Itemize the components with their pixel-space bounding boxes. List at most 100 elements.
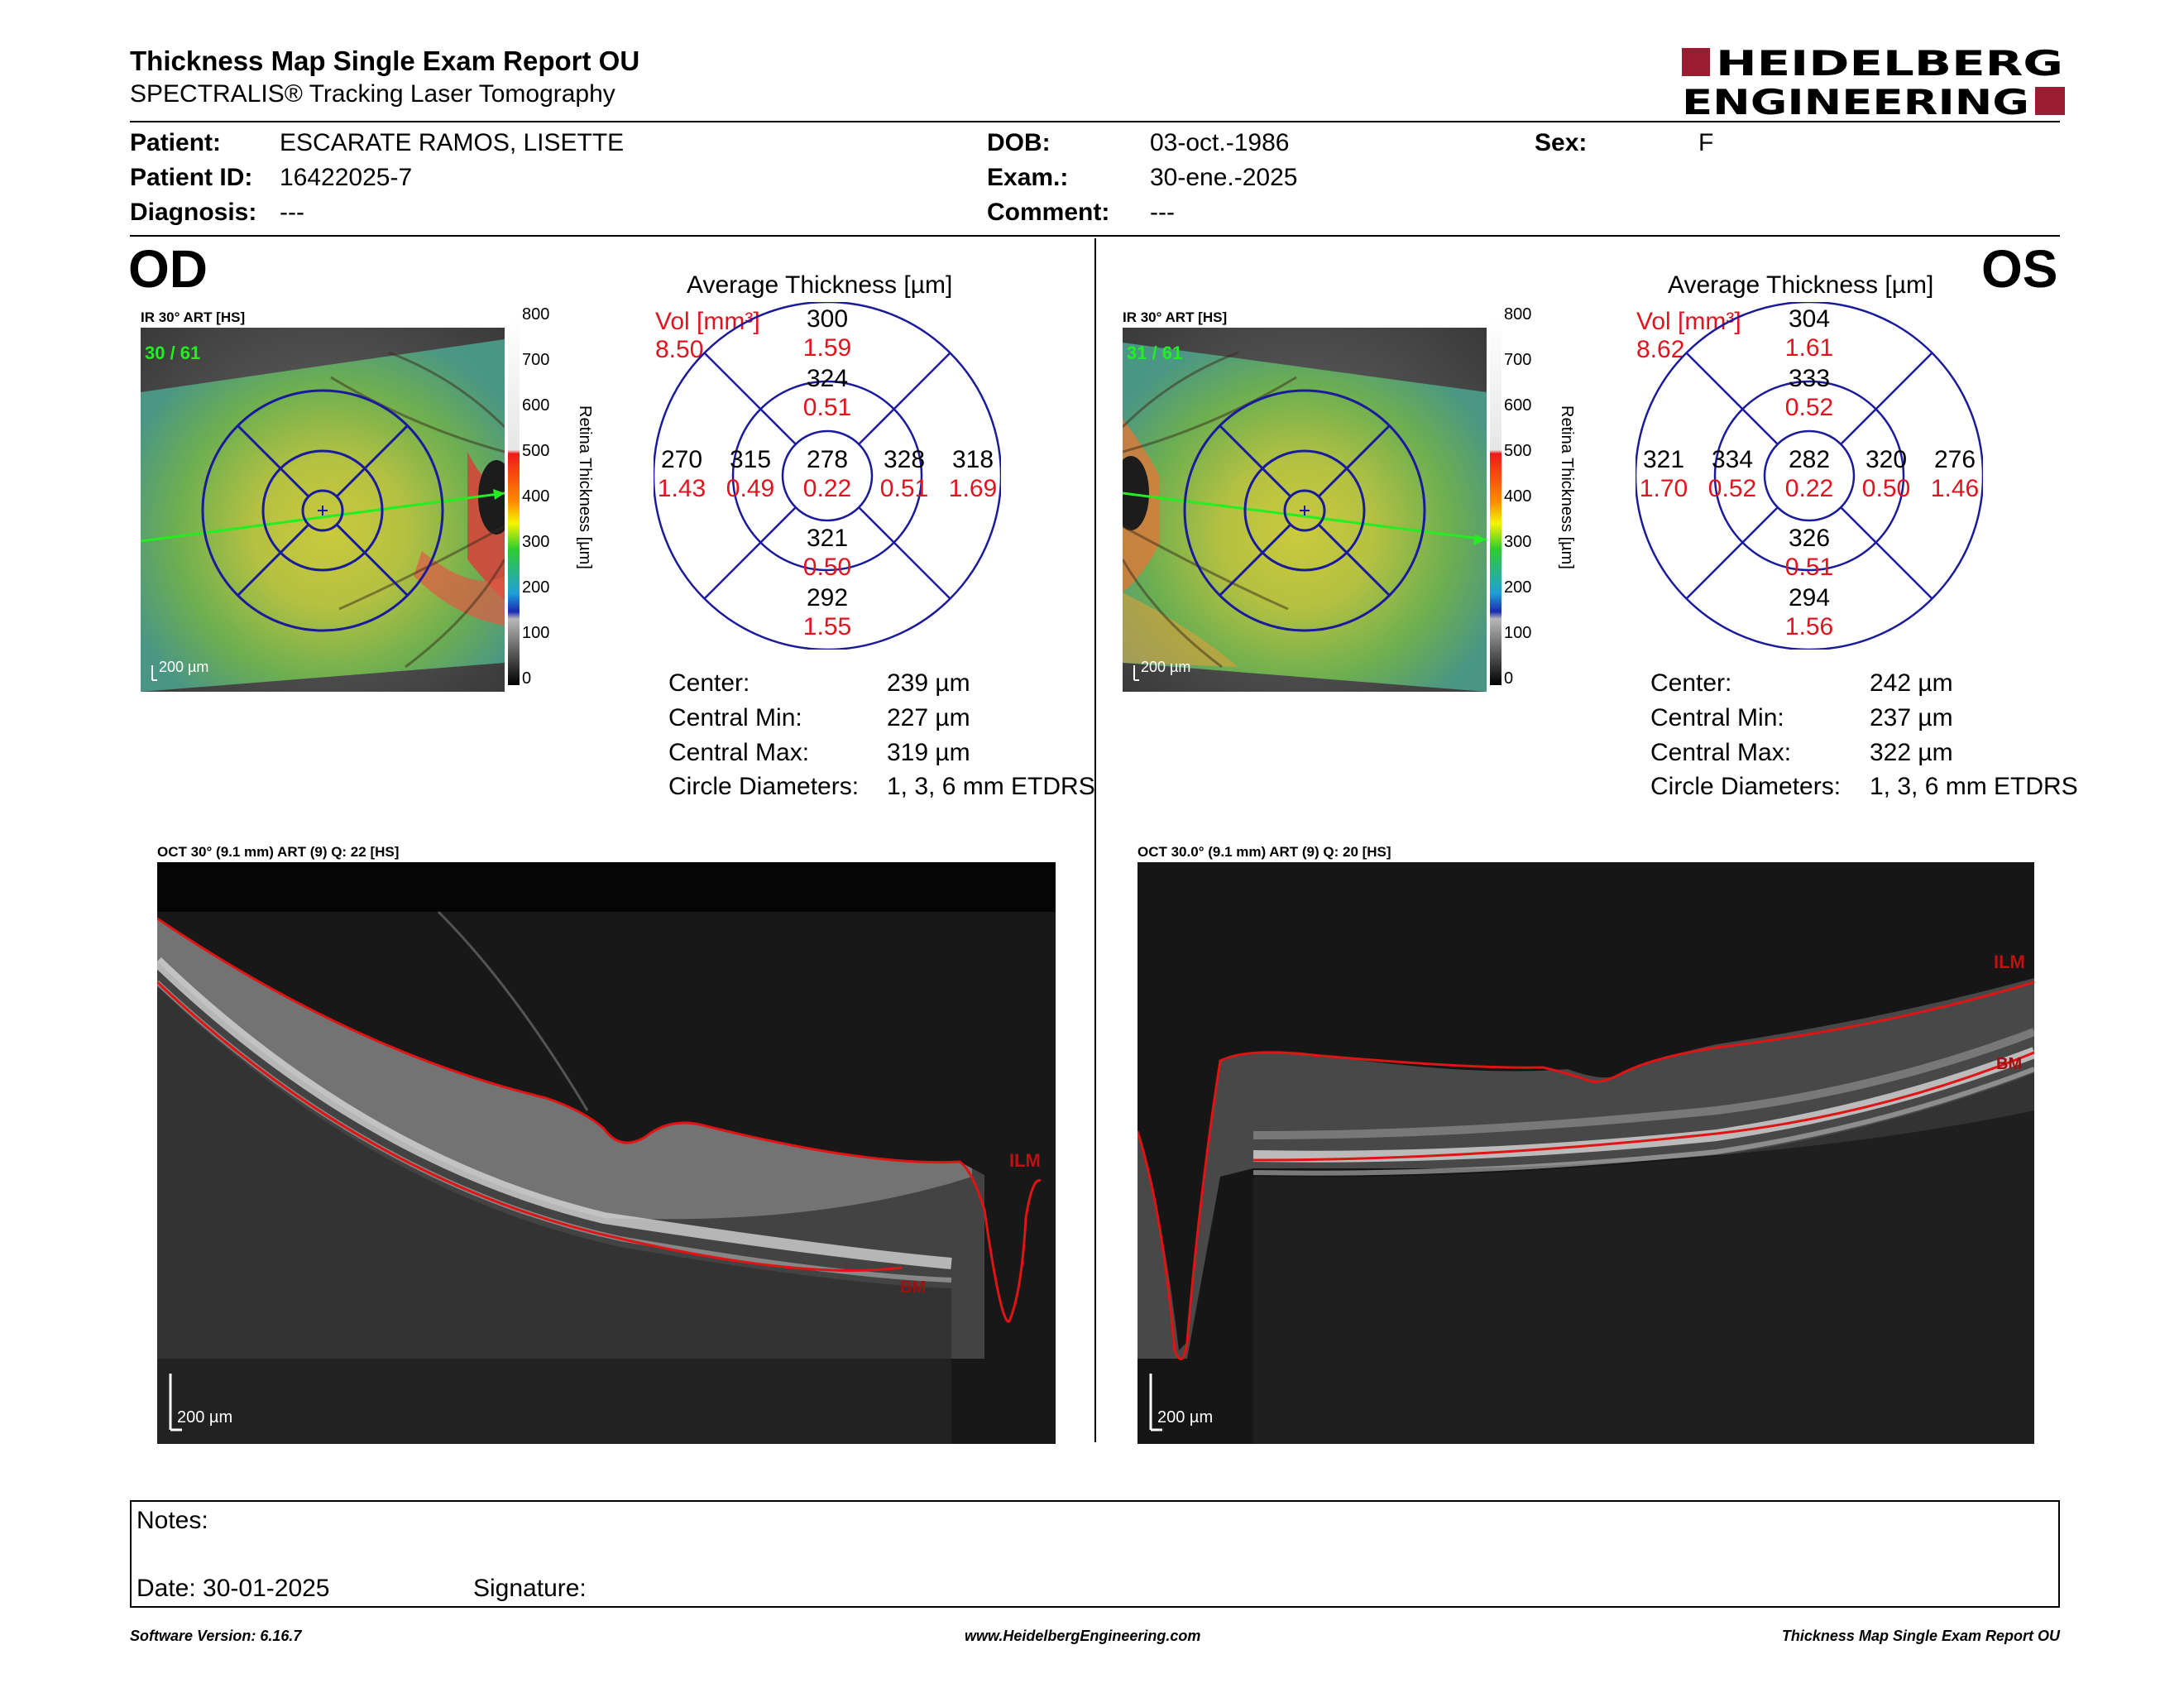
od-center-thickness: 278 [807, 446, 848, 473]
od-ilm-label: ILM [1009, 1150, 1041, 1171]
od-outer-superior-thickness: 300 [807, 305, 848, 333]
sex-label: Sex: [1535, 129, 1588, 156]
dob-value: 03-oct.-1986 [1150, 129, 1290, 156]
od-outer-left-volume: 1.43 [658, 475, 706, 502]
od-inner-superior-thickness: 324 [807, 365, 848, 392]
od-legend-tick-200: 200 [522, 578, 550, 597]
od-center-value: 239 µm [887, 669, 970, 697]
sex-value: F [1698, 129, 1714, 156]
os-legend-tick-700: 700 [1504, 351, 1532, 369]
comment-value: --- [1150, 199, 1175, 226]
os-ilm-label: ILM [1994, 952, 2025, 972]
od-circle-diam-label: Circle Diameters: [668, 773, 860, 800]
os-legend-title: Retina Thickness [µm] [1558, 405, 1576, 569]
eye-divider [1094, 238, 1096, 1442]
os-center-thickness: 282 [1789, 446, 1830, 473]
os-legend-tick-400: 400 [1504, 487, 1532, 506]
logo-line2: ENGINEERING [1682, 82, 2029, 120]
report-subtitle: SPECTRALIS® Tracking Laser Tomography [130, 80, 615, 108]
od-legend-ticks: 800 700 600 500 400 300 200 100 0 [522, 305, 563, 715]
exam-value: 30-ene.-2025 [1150, 164, 1298, 191]
header-divider [130, 121, 2060, 122]
od-vol-value: 8.50 [655, 336, 704, 363]
od-bm-label: BM [900, 1278, 926, 1297]
os-center-label: Center: [1650, 669, 1732, 697]
od-legend-tick-500: 500 [522, 442, 550, 460]
od-legend-tick-400: 400 [522, 487, 550, 506]
logo-line1: HEIDELBERG [1716, 46, 2063, 84]
os-oct-bscan: ILM BM 200 µm [1136, 862, 2037, 1444]
od-inner-left-thickness: 315 [730, 446, 771, 473]
od-outer-right-thickness: 318 [952, 446, 994, 473]
od-legend-tick-600: 600 [522, 396, 550, 415]
os-inner-right-volume: 0.50 [1862, 475, 1910, 502]
footer-report-name: Thickness Map Single Exam Report OU [1781, 1628, 2060, 1644]
od-outer-left-thickness: 270 [661, 446, 702, 473]
os-outer-right-volume: 1.46 [1931, 475, 1979, 502]
os-inner-inferior-volume: 0.51 [1785, 554, 1833, 581]
od-center-label: Center: [668, 669, 750, 697]
website-link[interactable]: www.HeidelbergEngineering.com [965, 1628, 1201, 1644]
od-vol-label: Vol [mm³] [655, 308, 760, 335]
os-center-volume: 0.22 [1785, 475, 1833, 502]
os-inner-left-volume: 0.52 [1708, 475, 1756, 502]
comment-label: Comment: [987, 199, 1110, 226]
os-central-max-value: 322 µm [1870, 739, 1953, 766]
os-inner-left-thickness: 334 [1712, 446, 1753, 473]
od-scale-bar: 200 µm [159, 659, 208, 675]
od-outer-superior-volume: 1.59 [803, 334, 851, 362]
heidelberg-logo: HEIDELBERG ENGINEERING [1679, 43, 2068, 122]
os-outer-superior-volume: 1.61 [1785, 334, 1833, 362]
patient-id: 16422025-7 [280, 164, 413, 191]
dob-label: DOB: [987, 129, 1051, 156]
os-bm-label: BM [1996, 1055, 2022, 1073]
od-legend-tick-800: 800 [522, 305, 550, 324]
os-ir-label: IR 30° ART [HS] [1123, 309, 1228, 325]
od-circle-diam-value: 1, 3, 6 mm ETDRS [887, 773, 1095, 800]
od-central-min-label: Central Min: [668, 704, 802, 731]
os-circle-diam-label: Circle Diameters: [1650, 773, 1842, 800]
od-etdrs-grid: 300 1.59 324 0.51 278 0.22 270 1.43 315 … [652, 300, 1003, 651]
od-central-min-value: 227 µm [887, 704, 970, 731]
notes-label: Notes: [136, 1507, 208, 1534]
os-legend-tick-100: 100 [1504, 624, 1532, 642]
od-legend-tick-0: 0 [522, 669, 532, 688]
os-inner-superior-thickness: 333 [1789, 365, 1830, 392]
os-scale-bar: 200 µm [1141, 659, 1190, 675]
os-etdrs-grid: 304 1.61 333 0.52 282 0.22 321 1.70 334 … [1634, 300, 1985, 651]
os-thickness-map: 31 / 61 200 µm [1113, 328, 1487, 692]
os-outer-inferior-thickness: 294 [1789, 584, 1830, 611]
software-version: Software Version: 6.16.7 [130, 1628, 302, 1644]
os-inner-inferior-thickness: 326 [1789, 525, 1830, 552]
od-center-volume: 0.22 [803, 475, 851, 502]
od-inner-right-volume: 0.51 [880, 475, 928, 502]
os-circle-diam-value: 1, 3, 6 mm ETDRS [1870, 773, 2078, 800]
signature-label: Signature: [473, 1575, 587, 1602]
diagnosis-label: Diagnosis: [130, 199, 257, 226]
os-vol-value: 8.62 [1636, 336, 1685, 363]
od-central-max-value: 319 µm [887, 739, 970, 766]
os-central-max-label: Central Max: [1650, 739, 1792, 766]
info-divider [130, 235, 2060, 237]
od-color-legend [508, 314, 591, 695]
od-thickness-map: 30 / 61 200 µm [140, 328, 515, 692]
od-outer-right-volume: 1.69 [949, 475, 997, 502]
patient-id-label: Patient ID: [130, 164, 253, 191]
os-ir-count: 31 / 61 [1127, 343, 1182, 363]
os-outer-inferior-volume: 1.56 [1785, 613, 1833, 640]
os-oct-label: OCT 30.0° (9.1 mm) ART (9) Q: 20 [HS] [1138, 844, 1391, 860]
od-outer-inferior-volume: 1.55 [803, 613, 851, 640]
os-inner-superior-volume: 0.52 [1785, 394, 1833, 421]
notes-box[interactable]: Notes: Date: 30-01-2025 Signature: [130, 1500, 2060, 1608]
os-center-value: 242 µm [1870, 669, 1953, 697]
os-legend-ticks: 800 700 600 500 400 300 200 100 0 [1504, 305, 1545, 715]
os-legend-tick-200: 200 [1504, 578, 1532, 597]
od-oct-label: OCT 30° (9.1 mm) ART (9) Q: 22 [HS] [157, 844, 400, 860]
os-color-legend [1490, 314, 1573, 695]
os-legend-tick-0: 0 [1504, 669, 1514, 688]
od-inner-superior-volume: 0.51 [803, 394, 851, 421]
os-central-min-value: 237 µm [1870, 704, 1953, 731]
od-legend-title: Retina Thickness [µm] [576, 405, 594, 569]
od-inner-right-thickness: 328 [884, 446, 925, 473]
od-oct-bscan: ILM BM 200 µm [153, 862, 1056, 1444]
